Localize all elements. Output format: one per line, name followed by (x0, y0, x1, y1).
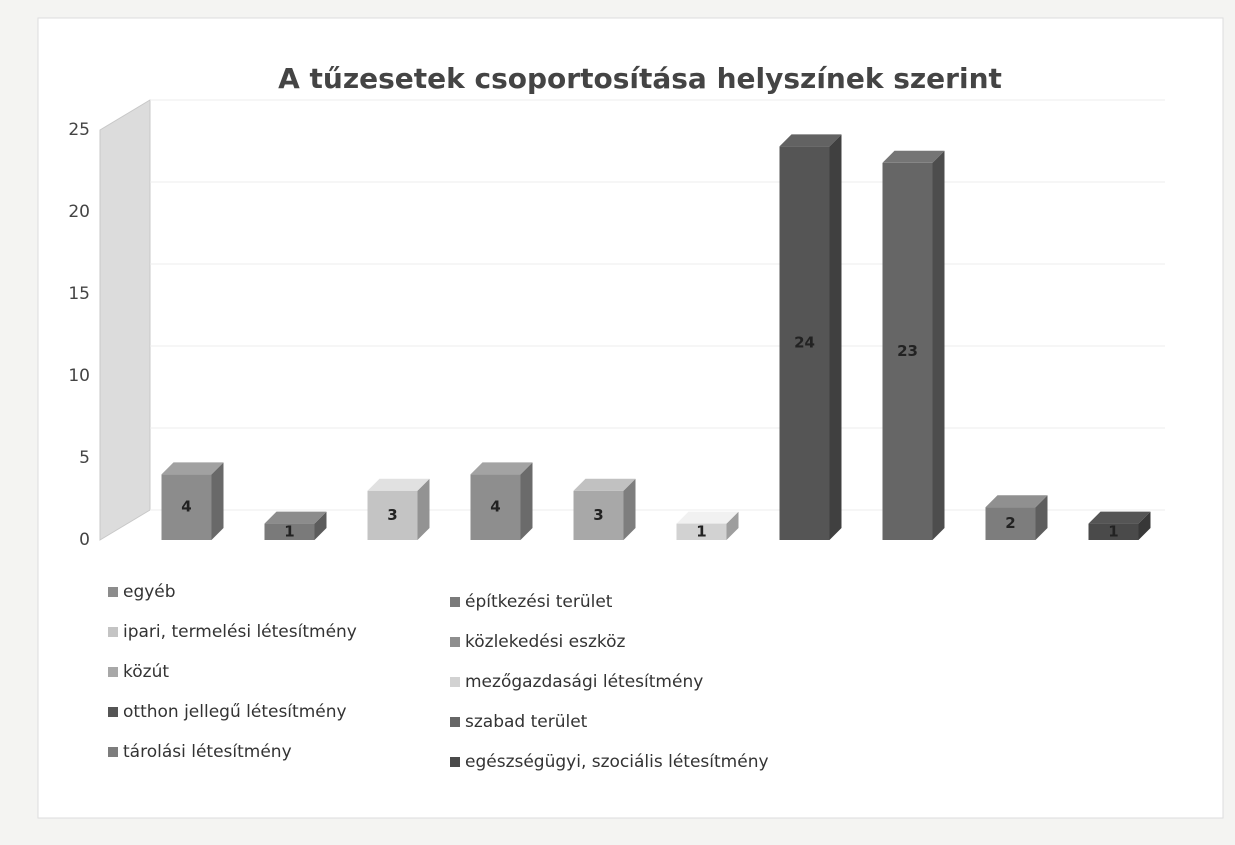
bar (470, 474, 521, 540)
legend-label: tárolási létesítmény (123, 742, 292, 762)
bar-top (779, 134, 842, 147)
y-tick-label: 5 (79, 448, 90, 468)
legend-swatch (108, 707, 118, 717)
bar-top (1088, 511, 1151, 524)
legend-swatch (108, 747, 118, 757)
data-label: 4 (490, 498, 500, 516)
legend-swatch (450, 637, 460, 647)
legend-swatch (108, 627, 118, 637)
bar-side (829, 134, 842, 540)
legend-swatch (108, 587, 118, 597)
data-label: 3 (593, 506, 603, 524)
bar (573, 490, 624, 540)
y-tick-label: 20 (68, 202, 90, 222)
legend-label: szabad terület (465, 712, 588, 732)
bar-top (676, 511, 739, 524)
bar-side (417, 478, 430, 540)
bar (779, 146, 830, 540)
data-label: 23 (897, 342, 918, 360)
data-label: 1 (1108, 522, 1118, 540)
bar-side (1138, 511, 1151, 540)
bar-top (573, 478, 636, 491)
bar-side (726, 511, 739, 540)
legend-label: építkezési terület (465, 592, 613, 612)
data-label: 3 (387, 506, 397, 524)
chart-area (37, 17, 1224, 819)
legend-label: közlekedési eszköz (465, 632, 626, 652)
bar-side (314, 511, 327, 540)
bar-top (882, 150, 945, 163)
bar-top (985, 495, 1048, 508)
bar-top (264, 511, 327, 524)
back-wall (99, 99, 151, 541)
bar (1088, 523, 1139, 540)
data-label: 1 (284, 522, 294, 540)
bar-top (161, 462, 224, 475)
legend-swatch (108, 667, 118, 677)
bar-side (932, 150, 945, 541)
data-label: 1 (696, 522, 706, 540)
y-tick-label: 10 (68, 366, 90, 386)
legend-label: ipari, termelési létesítmény (123, 622, 357, 642)
legend-swatch (450, 677, 460, 687)
bar-side (1035, 495, 1048, 540)
bar-top (367, 478, 430, 491)
legend-label: egészségügyi, szociális létesítmény (465, 752, 769, 772)
legend-swatch (450, 597, 460, 607)
legend-label: mezőgazdasági létesítmény (465, 672, 703, 692)
chart-title: A tűzesetek csoportosítása helyszínek sz… (278, 62, 1002, 95)
y-tick-label: 25 (68, 120, 90, 140)
y-tick-label: 0 (79, 530, 90, 550)
data-label: 4 (181, 498, 191, 516)
bar (367, 490, 418, 540)
bar (264, 523, 315, 540)
bar (882, 162, 933, 541)
legend-swatch (450, 717, 460, 727)
bar-side (623, 478, 636, 540)
legend-label: otthon jellegű létesítmény (123, 702, 347, 722)
legend-swatch (450, 757, 460, 767)
y-tick-label: 15 (68, 284, 90, 304)
bar (985, 507, 1036, 540)
bar (676, 523, 727, 540)
legend-label: közút (123, 662, 169, 682)
bar-side (520, 462, 533, 540)
data-label: 2 (1005, 514, 1015, 532)
bar (161, 474, 212, 540)
data-label: 24 (794, 334, 815, 352)
bar-top (470, 462, 533, 475)
bar-side (211, 462, 224, 540)
legend-label: egyéb (123, 582, 176, 602)
